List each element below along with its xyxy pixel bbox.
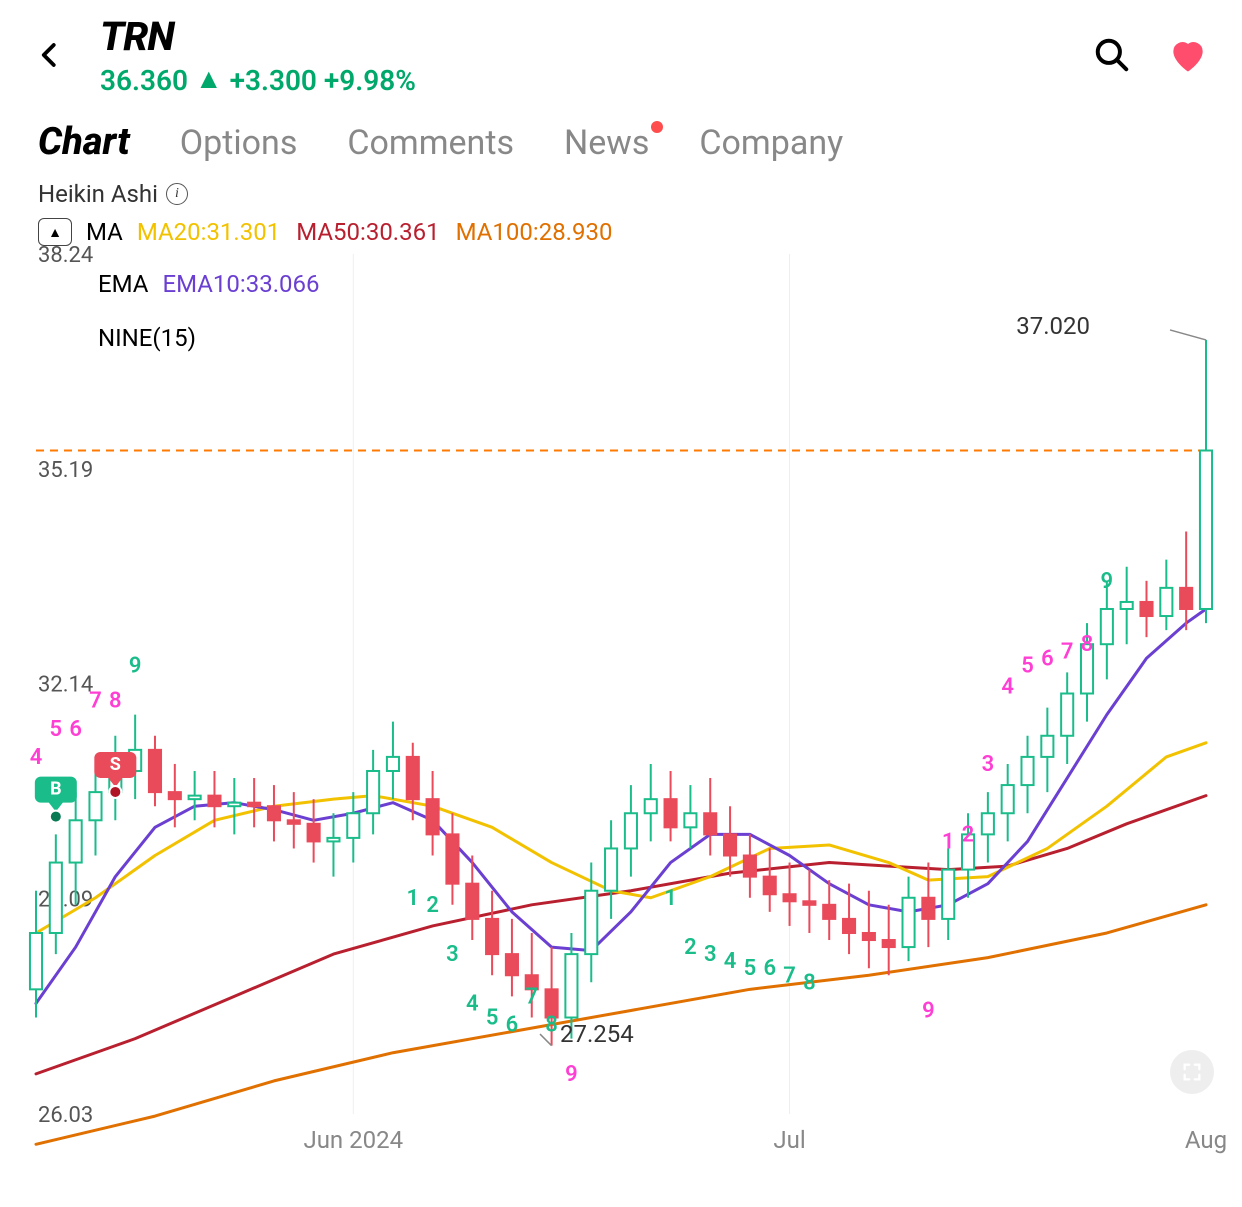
tab-company[interactable]: Company (699, 123, 843, 163)
fullscreen-button[interactable] (1170, 1050, 1214, 1094)
title-block: TRN 36.360 ▲ +3.300 +9.98% (100, 13, 1090, 97)
svg-text:32.14: 32.14 (38, 673, 93, 698)
svg-text:Aug: Aug (1185, 1126, 1227, 1154)
price-change-abs: +3.300 (230, 64, 317, 97)
svg-text:5: 5 (486, 1006, 499, 1031)
svg-text:9: 9 (565, 1062, 578, 1087)
last-price: 36.360 (100, 64, 188, 97)
svg-text:8: 8 (109, 689, 122, 714)
svg-text:35.19: 35.19 (38, 458, 93, 483)
svg-text:4: 4 (30, 745, 43, 770)
header: TRN 36.360 ▲ +3.300 +9.98% (0, 0, 1242, 100)
fullscreen-icon (1181, 1061, 1203, 1083)
svg-text:5: 5 (1021, 653, 1034, 678)
svg-text:1: 1 (942, 829, 955, 854)
search-button[interactable] (1090, 33, 1134, 77)
svg-text:6: 6 (1041, 646, 1054, 671)
svg-text:26.03: 26.03 (38, 1103, 93, 1128)
svg-text:4: 4 (1001, 675, 1014, 700)
tab-chart[interactable]: Chart (38, 120, 130, 164)
svg-text:Jun 2024: Jun 2024 (303, 1126, 403, 1154)
svg-text:7: 7 (525, 984, 538, 1009)
svg-text:8: 8 (803, 970, 816, 995)
chevron-left-icon (35, 40, 65, 70)
svg-text:2: 2 (684, 935, 697, 960)
svg-text:Jul: Jul (773, 1126, 805, 1154)
svg-text:9: 9 (129, 653, 142, 678)
price-change-pct: +9.98% (324, 64, 416, 97)
price-line: 36.360 ▲ +3.300 +9.98% (100, 64, 1090, 97)
tab-news[interactable]: News (564, 123, 649, 163)
svg-text:7: 7 (783, 963, 796, 988)
svg-text:1: 1 (664, 886, 677, 911)
svg-text:8: 8 (1081, 632, 1094, 657)
arrow-up-icon: ▲ (195, 62, 223, 95)
svg-text:2: 2 (426, 893, 439, 918)
svg-text:4: 4 (724, 949, 737, 974)
svg-text:3: 3 (704, 942, 717, 967)
back-button[interactable] (30, 35, 70, 75)
svg-text:6: 6 (69, 717, 82, 742)
news-dot-icon (651, 121, 663, 133)
favorite-button[interactable] (1164, 31, 1212, 79)
svg-text:7: 7 (1061, 639, 1074, 664)
svg-text:9: 9 (922, 999, 935, 1024)
tab-comments[interactable]: Comments (347, 123, 514, 163)
svg-text:6: 6 (506, 1013, 519, 1038)
svg-text:7: 7 (89, 689, 102, 714)
svg-text:27.254: 27.254 (560, 1020, 634, 1048)
svg-text:38.24: 38.24 (38, 243, 93, 268)
svg-text:29.09: 29.09 (38, 887, 93, 912)
ticker-symbol: TRN (100, 13, 1090, 60)
svg-text:2: 2 (962, 822, 975, 847)
svg-text:S: S (110, 754, 121, 775)
svg-text:3: 3 (446, 942, 459, 967)
svg-text:8: 8 (545, 1013, 558, 1038)
chart-area[interactable]: Heikin Ashi i ▲ MA MA20:31.301MA50:30.36… (0, 174, 1242, 1174)
svg-text:5: 5 (744, 956, 757, 981)
price-chart[interactable]: 38.24 35.19 32.14 29.09 26.03 Jun 2024 Jul Aug 4… (0, 174, 1242, 1174)
svg-text:5: 5 (50, 717, 63, 742)
svg-text:6: 6 (763, 956, 776, 981)
svg-text:B: B (50, 779, 62, 800)
search-icon (1093, 36, 1131, 74)
heart-icon (1166, 33, 1210, 77)
svg-text:1: 1 (406, 886, 419, 911)
svg-text:37.020: 37.020 (1016, 312, 1090, 340)
tab-options[interactable]: Options (180, 123, 298, 163)
svg-text:3: 3 (982, 752, 995, 777)
tabs: Chart Options Comments News Company (0, 100, 1242, 174)
svg-text:9: 9 (1101, 569, 1114, 594)
svg-text:4: 4 (466, 991, 479, 1016)
